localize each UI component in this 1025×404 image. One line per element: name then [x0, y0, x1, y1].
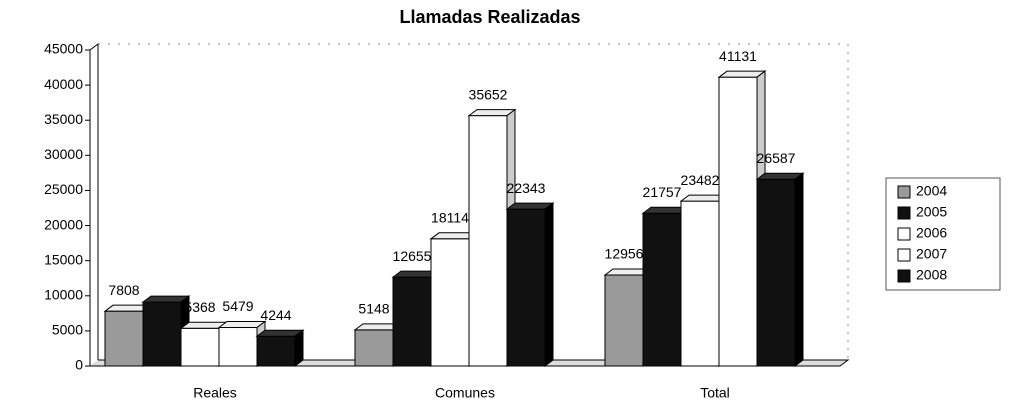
legend-label: 2005 — [916, 204, 947, 220]
value-label: 41131 — [719, 48, 757, 64]
legend-label: 2008 — [916, 267, 947, 283]
y-tick-label: 45000 — [44, 41, 83, 57]
value-label: 12655 — [393, 248, 432, 264]
bar — [353, 322, 403, 367]
y-tick-label: 35000 — [44, 111, 83, 127]
value-label: 26587 — [757, 150, 796, 166]
legend-swatch — [897, 248, 911, 262]
value-label: 4244 — [260, 307, 291, 323]
value-label: 21757 — [643, 184, 682, 200]
x-tick-label: Comunes — [435, 385, 495, 401]
value-label: 23482 — [681, 172, 720, 188]
y-tick-label: 25000 — [44, 181, 83, 197]
value-label: 7808 — [108, 282, 139, 298]
y-tick-label: 30000 — [44, 146, 83, 162]
bar — [429, 231, 479, 367]
x-tick-label: Total — [700, 385, 730, 401]
y-tick-label: 5000 — [52, 322, 83, 338]
legend-swatch — [897, 269, 911, 283]
chart-title: Llamadas Realizadas — [399, 7, 580, 27]
y-tick-label: 40000 — [44, 76, 83, 92]
value-label: 5148 — [358, 301, 389, 317]
bar — [505, 202, 555, 367]
x-tick-label: Reales — [193, 385, 237, 401]
value-label: 35652 — [469, 86, 508, 102]
legend-swatch — [897, 206, 911, 220]
value-label: 18114 — [431, 210, 469, 226]
bar — [255, 329, 305, 367]
legend-label: 2006 — [916, 225, 947, 241]
legend-label: 2007 — [916, 246, 947, 262]
legend-label: 2004 — [916, 183, 947, 199]
y-tick-label: 15000 — [44, 251, 83, 267]
legend-swatch — [897, 227, 911, 241]
bar — [755, 172, 805, 367]
value-label: 22343 — [507, 180, 546, 196]
value-label: 5368 — [184, 299, 215, 315]
value-label: 12956 — [605, 246, 644, 262]
y-tick-label: 0 — [75, 357, 83, 373]
value-label: 5479 — [222, 298, 253, 314]
axis-wall — [89, 43, 99, 366]
y-tick-label: 10000 — [44, 286, 83, 302]
legend-swatch — [897, 185, 911, 199]
y-tick-label: 20000 — [44, 216, 83, 232]
